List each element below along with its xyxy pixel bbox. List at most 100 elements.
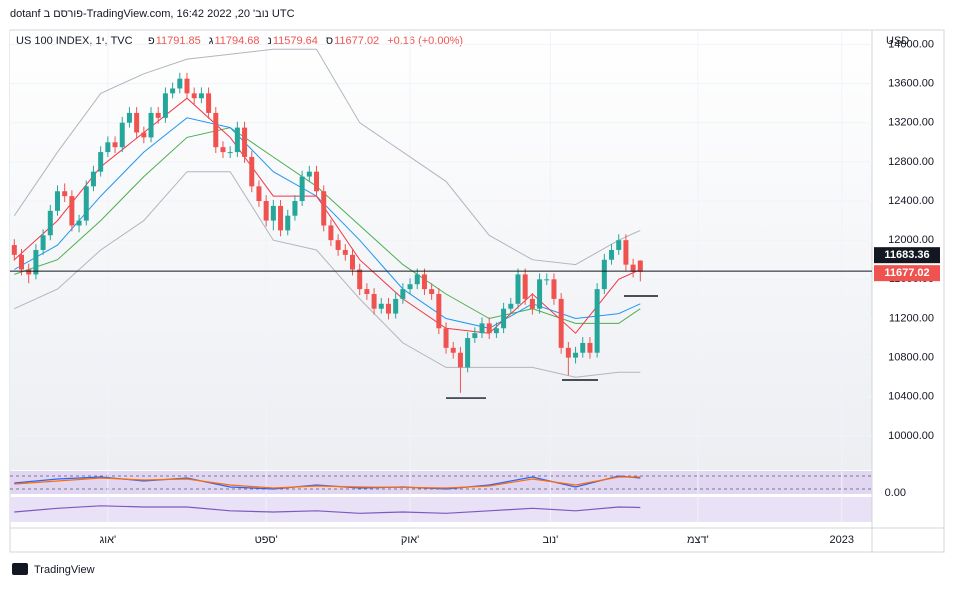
y-tick-label: 10000.00 xyxy=(888,430,934,442)
candle-body xyxy=(220,147,226,153)
candle-body xyxy=(285,215,291,231)
overlay-line xyxy=(13,48,641,266)
candle-body xyxy=(90,171,96,187)
candle-body xyxy=(314,171,320,192)
price-badge xyxy=(874,247,940,264)
legend-key: ס xyxy=(326,35,333,47)
candle-body xyxy=(234,127,240,153)
candle-body xyxy=(537,279,543,309)
legend: US 100 INDEX, 1י, TVC פ 11791.85 ג 11794.68… xyxy=(16,35,463,47)
candle-body xyxy=(321,191,327,226)
candle-body xyxy=(529,298,535,309)
candle-body xyxy=(112,142,118,148)
candle-body xyxy=(558,298,564,348)
candle-body xyxy=(306,171,312,177)
y-tick-label: 14000.00 xyxy=(888,38,934,50)
candle-body xyxy=(141,132,147,138)
header: dotanf פורסם ב-TradingView.com, נוב' 20,… xyxy=(10,8,295,20)
candle-body xyxy=(357,269,363,290)
osc-pane-2 xyxy=(10,497,872,522)
candle-body xyxy=(637,260,643,272)
candle-body xyxy=(162,93,168,118)
candle-body xyxy=(565,347,571,358)
candle-body xyxy=(349,254,355,270)
candle-body xyxy=(148,112,154,138)
overlay-line xyxy=(14,127,641,324)
candle-body xyxy=(184,78,190,94)
candle-body xyxy=(299,176,305,202)
candle-body xyxy=(249,156,255,187)
candle-body xyxy=(414,274,420,285)
y-tick-label: 13200.00 xyxy=(888,117,934,129)
candle-body xyxy=(328,225,334,241)
close-badge xyxy=(874,265,940,282)
candle-body xyxy=(335,240,341,250)
candle-body xyxy=(472,333,478,339)
candle-body xyxy=(385,303,391,314)
y-tick-label: 10800.00 xyxy=(888,352,934,364)
candle-body xyxy=(443,328,449,348)
candle-body xyxy=(407,284,413,290)
indicator-line xyxy=(14,505,641,514)
candle-body xyxy=(609,249,615,260)
candle-body xyxy=(278,205,284,231)
price-pane xyxy=(10,31,872,470)
candle-body xyxy=(587,342,593,353)
x-tick-label: נוב' xyxy=(542,534,558,546)
close-label: 11677.02 xyxy=(884,267,929,279)
candle-body xyxy=(198,93,204,99)
candle-body xyxy=(170,88,176,94)
y-tick-label: 0.00 xyxy=(885,487,906,499)
osc-pane xyxy=(10,471,872,494)
candle-body xyxy=(450,347,456,353)
candle-body xyxy=(206,93,212,113)
candle-body xyxy=(400,289,406,299)
y-tick-label: 12400.00 xyxy=(888,195,934,207)
candle-body xyxy=(551,279,557,299)
x-tick-label: דצמ' xyxy=(687,534,709,546)
candle-body xyxy=(429,289,435,295)
x-tick-label: אוק' xyxy=(401,534,419,546)
candle-body xyxy=(515,274,521,304)
candle-body xyxy=(616,240,622,250)
overlay-line xyxy=(14,117,641,329)
candle-body xyxy=(26,269,32,275)
y-tick-label: 10400.00 xyxy=(888,391,934,403)
candle-body xyxy=(11,245,17,255)
candle-body xyxy=(364,289,370,295)
x-tick-label: 2023 xyxy=(830,534,854,546)
candle-body xyxy=(213,112,219,148)
candle-body xyxy=(54,191,60,211)
candle-body xyxy=(98,152,104,172)
candle-body xyxy=(522,274,528,299)
candle-body xyxy=(393,298,399,314)
candle-body xyxy=(544,279,550,281)
candle-body xyxy=(270,205,276,221)
candle-body xyxy=(371,294,377,309)
overlay-line xyxy=(14,171,641,378)
legend-key: פ xyxy=(148,35,155,47)
candle-body xyxy=(47,210,53,236)
candle-body xyxy=(508,303,514,309)
candle-body xyxy=(83,186,89,221)
legend-key: ג xyxy=(209,35,214,47)
legend-value: 11579.64 xyxy=(273,35,318,47)
y-tick-label: 12800.00 xyxy=(888,156,934,168)
candle-body xyxy=(436,294,442,329)
candle-body xyxy=(256,186,262,202)
candle-body xyxy=(263,201,269,221)
candle-body xyxy=(119,122,125,148)
candle-body xyxy=(155,112,161,118)
candle-body xyxy=(126,112,132,123)
y-tick-label: 11200.00 xyxy=(889,312,934,324)
candle-body xyxy=(19,254,25,270)
footer: TradingView xyxy=(34,564,95,576)
unit: USD xyxy=(886,35,909,47)
legend-value: 11794.68 xyxy=(214,35,259,47)
candle-body xyxy=(601,259,607,290)
candle-body xyxy=(493,328,499,334)
candle-body xyxy=(76,220,82,226)
candle-body xyxy=(501,308,507,329)
indicator-line xyxy=(14,476,641,489)
